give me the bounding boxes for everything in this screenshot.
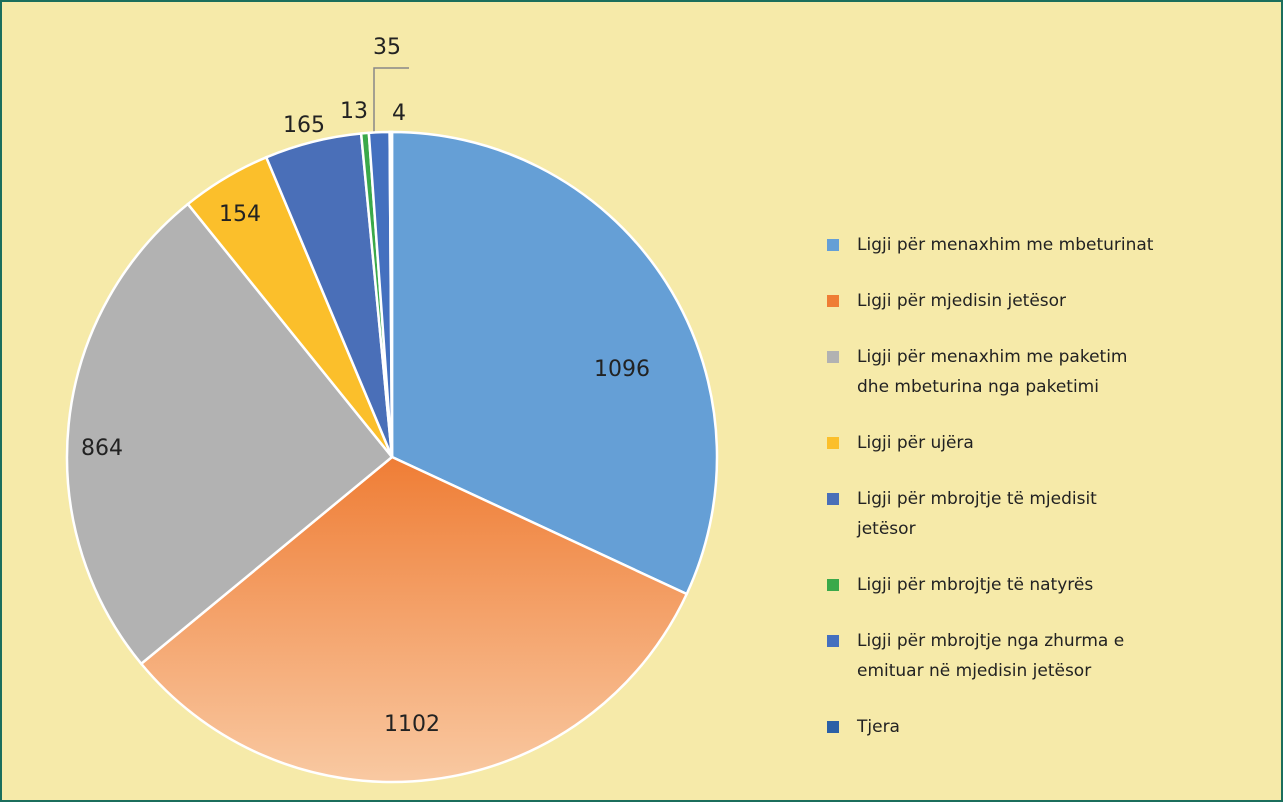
leader-line [373,67,409,132]
data-label: 1096 [594,357,650,382]
data-label: 1102 [384,712,440,737]
legend-item: Tjera [827,712,1157,742]
legend-label: Ligji për mbrojtje të mjedisit jetësor [857,489,1097,539]
legend-swatch [827,437,839,449]
legend-item: Ligji për mbrojtje të natyrës [827,570,1157,600]
legend-item: Ligji për mjedisin jetësor [827,286,1157,316]
legend-swatch [827,295,839,307]
data-label: 13 [340,99,368,124]
legend-swatch [827,721,839,733]
legend-label: Ligji për mbrojtje nga zhurma e emituar … [857,631,1125,681]
legend-swatch [827,579,839,591]
legend-label: Ligji për mjedisin jetësor [857,291,1067,311]
legend-swatch [827,351,839,363]
legend-swatch [827,493,839,505]
data-label: 35 [373,35,401,60]
legend-item: Ligji për menaxhim me mbeturinat [827,230,1157,260]
legend-label: Ligji për ujëra [857,433,974,453]
legend-item: Ligji për mbrojtje nga zhurma e emituar … [827,626,1157,686]
legend-item: Ligji për ujëra [827,428,1157,458]
pie-slice [388,130,394,458]
pie-slice [65,202,394,666]
legend-label: Ligji për mbrojtje të natyrës [857,575,1094,595]
legend-swatch [827,239,839,251]
legend-item: Ligji për mbrojtje të mjedisit jetësor [827,484,1157,544]
pie-slice [390,130,719,596]
data-label: 4 [392,101,406,126]
legend-label: Tjera [857,717,900,737]
pie-slice [139,455,689,784]
data-label: 154 [219,202,261,227]
legend: Ligji për menaxhim me mbeturinat Ligji pë… [827,230,1157,768]
data-label: 165 [283,113,325,138]
data-label: 864 [81,436,123,461]
legend-swatch [827,635,839,647]
legend-item: Ligji për menaxhim me paketim dhe mbetur… [827,342,1157,402]
legend-label: Ligji për menaxhim me paketim dhe mbetur… [857,347,1128,397]
legend-label: Ligji për menaxhim me mbeturinat [857,235,1154,255]
